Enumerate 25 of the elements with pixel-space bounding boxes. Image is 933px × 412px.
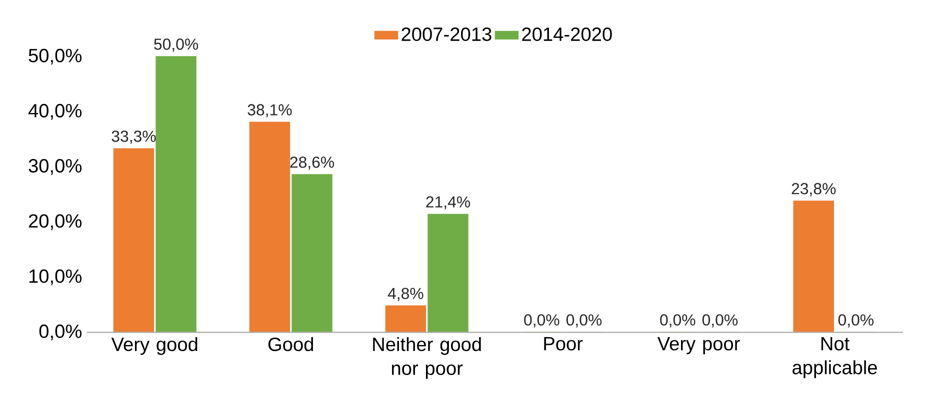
y-tick-label: 10,0% xyxy=(29,269,82,286)
x-tick-label: Not applicable xyxy=(792,337,877,378)
data-label: 4,8% xyxy=(388,288,424,302)
data-label: 0,0% xyxy=(524,314,560,328)
data-label: 28,6% xyxy=(290,156,334,170)
x-tick-label: Poor xyxy=(544,337,583,351)
data-label: 0,0% xyxy=(838,314,874,328)
data-label: 0,0% xyxy=(702,314,738,328)
data-label: 21,4% xyxy=(426,196,470,210)
legend-label: 2014-2020 xyxy=(522,28,612,42)
legend-label: 2007-2013 xyxy=(402,28,492,42)
x-tick-label: Neither good nor poor xyxy=(373,337,481,379)
x-tick-label: Good xyxy=(268,337,313,352)
data-label: 50,0% xyxy=(154,38,198,52)
data-label: 38,1% xyxy=(248,104,292,118)
data-label: 0,0% xyxy=(566,314,602,328)
y-tick-label: 40,0% xyxy=(28,104,82,120)
data-label: 23,8% xyxy=(792,183,836,196)
x-tick-label: Very poor xyxy=(657,337,740,354)
data-label: 0,0% xyxy=(660,314,696,328)
y-tick-label: 20,0% xyxy=(28,214,82,230)
y-tick-label: 0,0% xyxy=(39,324,82,340)
x-tick-label: Very good xyxy=(111,337,198,356)
y-tick-label: 50,0% xyxy=(28,48,82,65)
y-tick-label: 30,0% xyxy=(28,159,82,175)
